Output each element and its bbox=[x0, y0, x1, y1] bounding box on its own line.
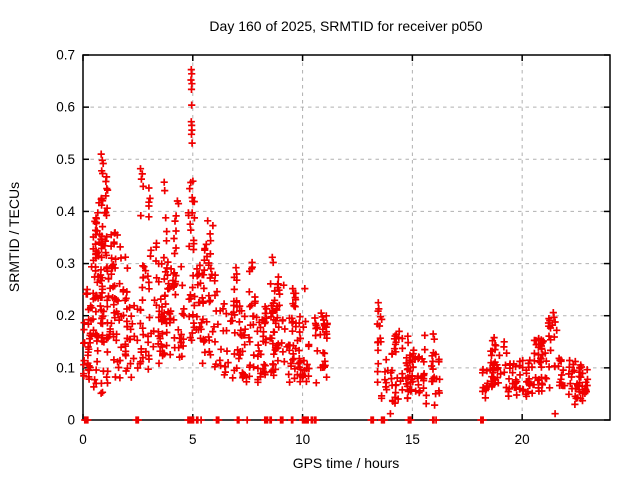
x-tick-label: 0 bbox=[79, 432, 87, 447]
y-tick-label: 0.5 bbox=[56, 152, 75, 167]
y-tick-label: 0.6 bbox=[56, 100, 75, 115]
x-tick-label: 20 bbox=[515, 432, 530, 447]
chart-title: Day 160 of 2025, SRMTID for receiver p05… bbox=[209, 18, 482, 34]
y-tick-label: 0.4 bbox=[56, 204, 75, 219]
axis-ticks bbox=[82, 54, 610, 421]
border-rect bbox=[82, 54, 611, 421]
x-tick-label: 10 bbox=[295, 432, 310, 447]
y-tick-labels: 0 0.1 0.2 0.3 0.4 0.5 0.6 0.7 bbox=[56, 48, 75, 428]
data-points bbox=[80, 66, 592, 424]
y-tick-label: 0.1 bbox=[56, 360, 75, 375]
y-tick-label: 0 bbox=[67, 413, 75, 428]
y-tick-label: 0.7 bbox=[56, 48, 75, 63]
x-tick-label: 5 bbox=[189, 432, 197, 447]
plot-border bbox=[82, 54, 611, 421]
y-tick-label: 0.3 bbox=[56, 256, 75, 271]
x-tick-label: 15 bbox=[405, 432, 420, 447]
grid-lines bbox=[83, 55, 610, 420]
y-axis-label: SRMTID / TECUs bbox=[6, 182, 22, 292]
scatter-plus-markers bbox=[80, 66, 592, 424]
y-tick-label: 0.2 bbox=[56, 308, 75, 323]
x-axis-label: GPS time / hours bbox=[293, 455, 400, 471]
x-tick-labels: 0 5 10 15 20 bbox=[79, 432, 529, 447]
